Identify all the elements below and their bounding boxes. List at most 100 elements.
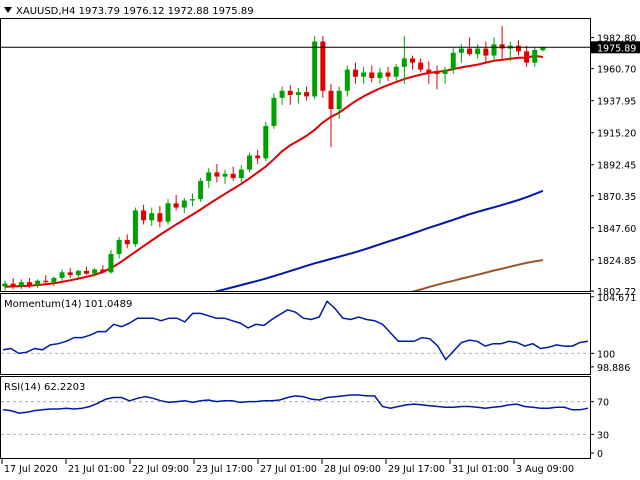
time-tick-label: 22 Jul 09:00 bbox=[132, 464, 189, 475]
candle bbox=[165, 199, 171, 225]
candle-body bbox=[532, 49, 538, 63]
candle bbox=[312, 35, 318, 100]
price-tick-label: 1915.20 bbox=[597, 129, 636, 140]
price-tick-label: 1892.45 bbox=[597, 161, 636, 172]
candle bbox=[255, 149, 261, 164]
candle bbox=[141, 204, 147, 225]
rsi-label: RSI(14) 62.2203 bbox=[4, 382, 85, 393]
candle bbox=[238, 165, 244, 183]
price-tick-label: 1824.85 bbox=[597, 256, 636, 267]
candle bbox=[43, 275, 49, 285]
candle-body bbox=[524, 51, 530, 63]
candle bbox=[369, 65, 375, 83]
candle-body bbox=[67, 272, 73, 276]
candle bbox=[393, 64, 399, 81]
price-tick-label: 1937.95 bbox=[597, 97, 636, 108]
candle-body bbox=[336, 90, 342, 110]
candle-body bbox=[18, 282, 24, 287]
rsi-panel: 70 30 0 bbox=[1, 394, 609, 460]
candle-body bbox=[132, 210, 138, 245]
current-price-text: 1975.89 bbox=[597, 43, 636, 54]
candle bbox=[401, 35, 407, 84]
candle bbox=[124, 234, 130, 249]
rsi-tick-label: 30 bbox=[597, 430, 609, 441]
price-tick-label: 1982.80 bbox=[597, 34, 636, 45]
time-tick-label: 31 Jul 01:00 bbox=[452, 464, 509, 475]
candle bbox=[59, 269, 65, 281]
candle bbox=[132, 207, 138, 247]
candle-body bbox=[369, 72, 375, 79]
candle bbox=[320, 35, 326, 98]
candle-body bbox=[100, 269, 106, 273]
candle-body bbox=[352, 69, 358, 77]
candle bbox=[149, 207, 155, 226]
candle-body bbox=[43, 280, 49, 283]
candle bbox=[206, 168, 212, 188]
time-tick-label: 3 Aug 09:00 bbox=[516, 464, 574, 475]
candle bbox=[198, 178, 204, 202]
candle bbox=[84, 266, 89, 276]
rsi-panel-frame bbox=[0, 376, 591, 459]
candle bbox=[475, 44, 481, 59]
price-tick-label: 1847.60 bbox=[597, 224, 636, 235]
collapse-triangle-icon[interactable] bbox=[4, 7, 12, 13]
candle-body bbox=[92, 269, 98, 274]
time-tick-label: 29 Jul 17:00 bbox=[388, 464, 445, 475]
candle-body bbox=[377, 72, 383, 79]
candle-body bbox=[247, 155, 252, 170]
candle-body bbox=[434, 72, 440, 74]
candle bbox=[214, 163, 220, 183]
candle-body bbox=[515, 45, 521, 52]
momentum-panel: 104.671 100 98.886 bbox=[1, 293, 636, 374]
candle-body bbox=[328, 90, 334, 110]
candle bbox=[92, 268, 98, 277]
rsi-tick-label: 0 bbox=[597, 449, 603, 460]
candle bbox=[385, 66, 391, 81]
candle bbox=[67, 268, 73, 278]
candle bbox=[279, 86, 285, 105]
candle bbox=[352, 62, 358, 84]
current-price-label: 1975.89 bbox=[591, 41, 640, 54]
candle bbox=[491, 37, 497, 62]
candle-body bbox=[189, 199, 195, 201]
candle bbox=[532, 47, 538, 67]
candle-body bbox=[295, 92, 301, 95]
candle bbox=[328, 83, 334, 148]
candle-body bbox=[393, 66, 399, 77]
momentum-tick-label: 104.671 bbox=[597, 293, 636, 304]
candle-body bbox=[141, 210, 147, 221]
candle-body bbox=[450, 52, 456, 70]
candle-body bbox=[320, 41, 326, 91]
candle-body bbox=[165, 203, 171, 222]
candle-body bbox=[75, 270, 81, 276]
price-panel-frame bbox=[0, 18, 591, 292]
candle-body bbox=[157, 213, 163, 222]
time-tick-label: 28 Jul 09:00 bbox=[324, 464, 381, 475]
candle-body bbox=[401, 58, 407, 67]
candle-body bbox=[361, 72, 367, 77]
candle bbox=[181, 197, 187, 214]
candle bbox=[304, 86, 310, 101]
candle bbox=[442, 66, 448, 84]
candle bbox=[344, 65, 350, 97]
moving-average-line-mid bbox=[214, 189, 544, 291]
candle-body bbox=[198, 180, 204, 200]
rsi-line bbox=[2, 394, 589, 414]
price-tick-label: 1870.35 bbox=[597, 192, 636, 203]
candle-body bbox=[499, 44, 505, 49]
candle bbox=[418, 58, 424, 73]
candle-body bbox=[51, 277, 57, 283]
candle bbox=[2, 280, 8, 291]
candle-body bbox=[173, 203, 179, 208]
candle-body bbox=[222, 173, 228, 177]
candle-body bbox=[59, 272, 65, 278]
momentum-label: Momentum(14) 101.0489 bbox=[4, 299, 132, 310]
candle-body bbox=[238, 169, 244, 179]
candle-body bbox=[214, 172, 220, 177]
candle-body bbox=[287, 90, 293, 95]
candle bbox=[524, 45, 530, 67]
candle-body bbox=[263, 125, 269, 159]
candle bbox=[26, 277, 32, 288]
momentum-line bbox=[2, 300, 589, 361]
